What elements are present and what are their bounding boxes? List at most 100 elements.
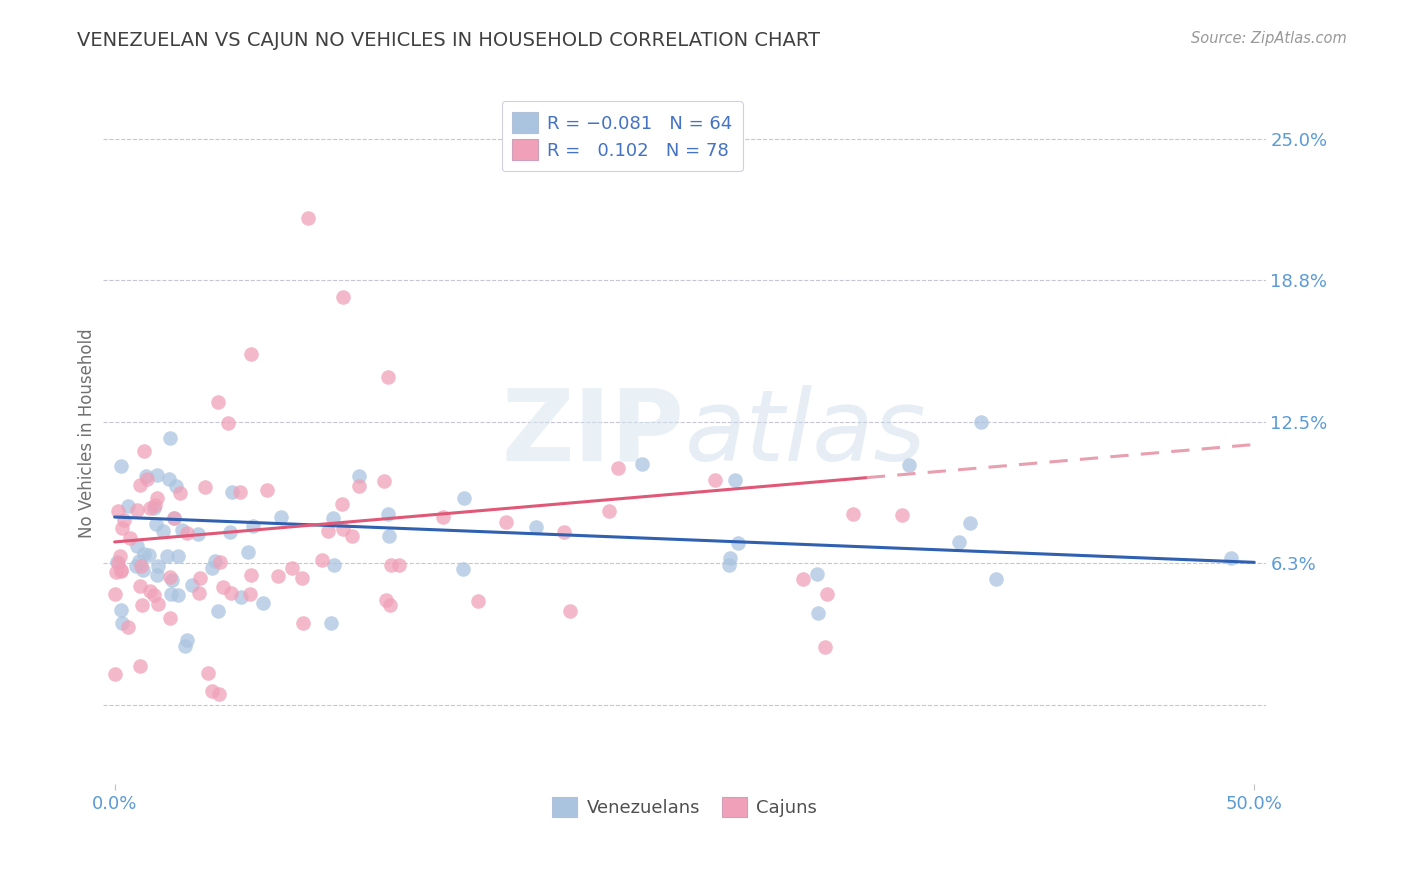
Point: [717, 558, 740, 573]
Point: [718, 550, 741, 565]
Point: [297, 211, 319, 225]
Point: [221, 586, 243, 600]
Point: [163, 511, 186, 525]
Point: [948, 534, 970, 549]
Point: [111, 615, 134, 630]
Point: [146, 491, 169, 506]
Point: [104, 565, 127, 579]
Point: [165, 479, 187, 493]
Point: [239, 587, 262, 601]
Point: [145, 516, 167, 531]
Point: [340, 529, 363, 543]
Point: [117, 500, 139, 514]
Point: [159, 431, 181, 445]
Point: [197, 665, 219, 680]
Point: [201, 561, 224, 575]
Point: [332, 497, 354, 511]
Point: [375, 593, 398, 607]
Point: [209, 555, 232, 569]
Point: [815, 587, 838, 601]
Point: [231, 590, 253, 604]
Point: [112, 513, 135, 527]
Point: [104, 587, 127, 601]
Point: [806, 566, 828, 581]
Point: [207, 395, 229, 409]
Point: [134, 444, 156, 458]
Point: [159, 611, 181, 625]
Point: [176, 526, 198, 541]
Point: [110, 459, 132, 474]
Point: [814, 640, 837, 654]
Point: [129, 579, 152, 593]
Point: [240, 347, 263, 361]
Point: [378, 529, 401, 543]
Point: [166, 588, 188, 602]
Point: [174, 639, 197, 653]
Point: [316, 524, 339, 539]
Point: [792, 572, 814, 586]
Point: [159, 472, 181, 486]
Point: [236, 544, 259, 558]
Point: [842, 507, 865, 521]
Point: [332, 290, 354, 304]
Text: VENEZUELAN VS CAJUN NO VEHICLES IN HOUSEHOLD CORRELATION CHART: VENEZUELAN VS CAJUN NO VEHICLES IN HOUSE…: [77, 31, 820, 50]
Point: [167, 549, 190, 563]
Point: [380, 558, 402, 573]
Point: [181, 577, 204, 591]
Point: [159, 570, 181, 584]
Point: [453, 491, 475, 506]
Point: [104, 667, 127, 681]
Point: [970, 415, 993, 429]
Point: [163, 510, 186, 524]
Point: [188, 585, 211, 599]
Point: [107, 504, 129, 518]
Point: [311, 553, 333, 567]
Point: [217, 416, 239, 430]
Point: [169, 486, 191, 500]
Legend: Venezuelans, Cajuns: Venezuelans, Cajuns: [546, 789, 824, 824]
Point: [322, 558, 344, 573]
Point: [897, 458, 920, 473]
Point: [204, 554, 226, 568]
Point: [138, 548, 160, 562]
Point: [598, 504, 620, 518]
Point: [129, 478, 152, 492]
Point: [129, 658, 152, 673]
Point: [387, 558, 409, 572]
Point: [704, 474, 727, 488]
Point: [110, 603, 132, 617]
Point: [160, 574, 183, 588]
Point: [148, 559, 170, 574]
Point: [143, 498, 166, 512]
Point: [524, 520, 547, 534]
Point: [135, 469, 157, 483]
Point: [172, 523, 194, 537]
Point: [176, 632, 198, 647]
Point: [380, 599, 402, 613]
Point: [347, 479, 370, 493]
Point: [139, 500, 162, 515]
Point: [219, 525, 242, 540]
Point: [107, 557, 129, 571]
Point: [159, 587, 181, 601]
Point: [110, 563, 132, 577]
Point: [207, 687, 229, 701]
Point: [142, 588, 165, 602]
Point: [495, 515, 517, 529]
Point: [467, 594, 489, 608]
Point: [432, 510, 454, 524]
Point: [128, 554, 150, 568]
Point: [451, 562, 474, 576]
Point: [319, 615, 342, 630]
Point: [242, 519, 264, 533]
Point: [553, 525, 575, 540]
Point: [291, 571, 314, 585]
Point: [292, 615, 315, 630]
Point: [143, 500, 166, 515]
Point: [124, 558, 146, 573]
Point: [152, 524, 174, 539]
Point: [187, 527, 209, 541]
Point: [132, 547, 155, 561]
Text: ZIP: ZIP: [502, 384, 685, 482]
Point: [256, 483, 278, 497]
